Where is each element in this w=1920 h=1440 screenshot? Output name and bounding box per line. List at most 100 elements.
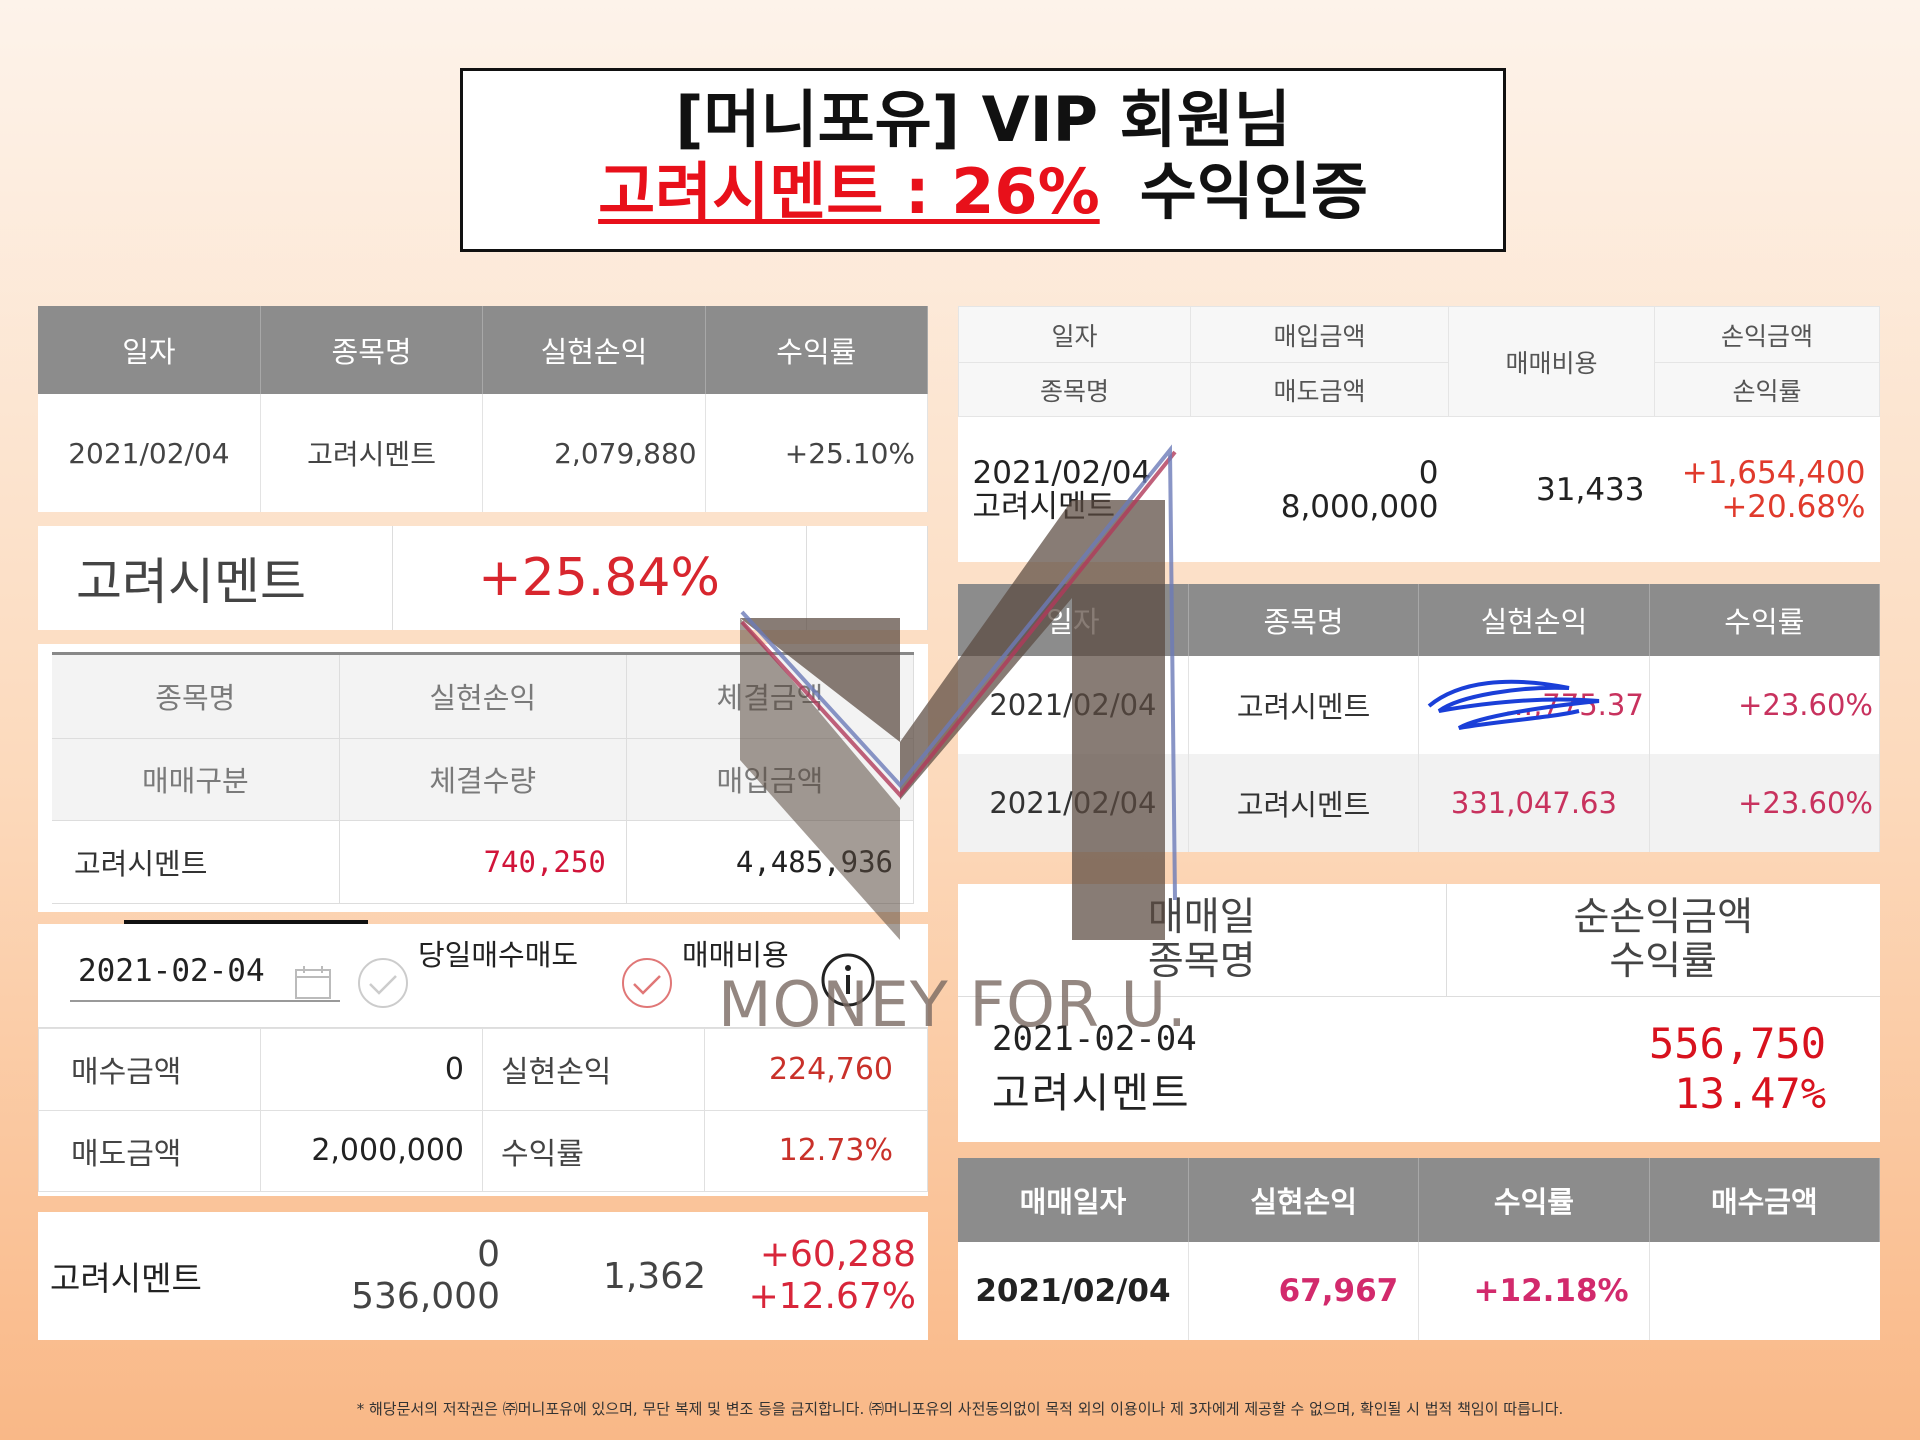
cell-name: 고려시멘트 <box>50 1259 202 1298</box>
table-row[interactable]: 매도금액 2,000,000 수익률 12.73% <box>38 1109 928 1192</box>
cell-amount: 4,485,936 <box>626 820 915 904</box>
table-row[interactable]: 2021/02/04 67,967 +12.18% <box>958 1242 1880 1340</box>
daily-profit-panel: 2021-02-04 당일매수매도 매매비용 매수금액 0 실현손익 <box>38 920 928 1196</box>
profit-table-1: 일자 종목명 실현손익 수익률 2021/02/04 고려시멘트 2,079,8… <box>38 306 929 512</box>
col-profit: 실현손익 <box>1188 1158 1420 1242</box>
cell-buy: 0 <box>1418 454 1439 491</box>
cell-rate: +12.18% <box>1418 1242 1650 1340</box>
col-trade-date: 매매일자 <box>958 1158 1189 1242</box>
col-rate: 수익률 <box>1609 938 1718 984</box>
table-row[interactable]: 2021/02/04 고려시멘트 0 8,000,000 31,433 +1,6… <box>959 417 1880 563</box>
summary-name: 고려시멘트 <box>38 526 393 630</box>
cell-date-name: 2021/02/04 고려시멘트 <box>959 417 1191 563</box>
col-profit: 실현손익 <box>339 653 627 739</box>
cell-sell: 536,000 <box>351 1276 500 1317</box>
title-line1: [머니포유] VIP 회원님 <box>675 83 1291 156</box>
col-buy-amount: 매입금액 <box>1190 306 1449 363</box>
col-profit-rate: 손익률 <box>1654 362 1880 417</box>
trade-summary-row[interactable]: 고려시멘트 0 536,000 1,362 +60,288 +12.67% <box>38 1212 928 1340</box>
col-buy-amount: 매입금액 <box>626 738 915 822</box>
table-row[interactable]: 2021/02/04 고려시멘트 …,775.37 +23.60% <box>958 656 1881 754</box>
cell-profit-redacted: …,775.37 <box>1418 656 1650 754</box>
profit-table-2: 일자 종목명 실현손익 수익률 2021/02/04 고려시멘트 …,775.3… <box>958 584 1881 852</box>
col-buy-amount: 매수금액 <box>1649 1158 1881 1242</box>
col-rate: 수익률 <box>705 306 929 394</box>
cell-date: 2021/02/04 <box>958 1242 1189 1340</box>
redaction-scribble <box>1427 679 1600 730</box>
cell-name: 고려시멘트 <box>992 1069 1191 1118</box>
col-name: 종목명 <box>958 362 1191 417</box>
label-rate: 수익률 <box>482 1109 705 1192</box>
label-sell-amount: 매도금액 <box>38 1109 261 1192</box>
col-profit: 실현손익 <box>482 306 706 394</box>
date-value: 2021-02-04 <box>78 953 265 989</box>
col-date: 매매일 <box>1147 894 1256 940</box>
cell-date-name: 2021-02-04 고려시멘트 <box>958 996 1446 1142</box>
cell-name: 고려시멘트 <box>1188 656 1420 754</box>
value-rate: 12.73% <box>704 1109 928 1192</box>
col-name: 종목명 <box>1188 584 1420 656</box>
cell-fee: 31,433 <box>1536 471 1645 508</box>
cell-buy-sell: 0 536,000 <box>288 1212 500 1340</box>
cell-date: 2021-02-04 <box>992 1019 1197 1060</box>
col-date: 일자 <box>38 306 261 394</box>
title-box: [머니포유] VIP 회원님 고려시멘트 : 26% 수익인증 <box>460 68 1506 252</box>
check-icon[interactable] <box>620 956 674 1010</box>
calendar-icon[interactable] <box>294 964 332 1000</box>
label-profit: 실현손익 <box>482 1028 705 1111</box>
cell-name: 고려시멘트 <box>1188 754 1420 852</box>
cell-profit-rate: +60,288 +12.67% <box>706 1212 928 1340</box>
summary-rate: +25.84% <box>392 526 807 630</box>
checkbox-label-same-day[interactable]: 당일매수매도 <box>418 938 579 972</box>
stock-rate-summary: 고려시멘트 +25.84% <box>38 526 928 630</box>
date-input[interactable]: 2021-02-04 <box>70 944 340 1002</box>
col-fee: 매매비용 <box>1448 306 1655 417</box>
cell-sell: 8,000,000 <box>1280 488 1439 525</box>
col-trade-type: 매매구분 <box>52 738 340 822</box>
value-profit: 224,760 <box>704 1028 928 1111</box>
cell-rate: +25.10% <box>705 394 929 512</box>
info-icon[interactable] <box>818 950 878 1010</box>
cell-name: 고려시멘트 <box>52 820 340 904</box>
title-line2: 고려시멘트 : 26% 수익인증 <box>463 155 1503 229</box>
title-stock-rate: 고려시멘트 : 26% <box>598 155 1100 228</box>
cell-date: 2021/02/04 <box>958 656 1189 754</box>
cell-profit: 556,750 <box>1648 1019 1826 1069</box>
col-profit: 실현손익 <box>1418 584 1650 656</box>
execution-table: 종목명 실현손익 체결금액 매매구분 체결수량 매입금액 고려시멘트 740,2… <box>38 644 928 912</box>
label-buy-amount: 매수금액 <box>38 1028 261 1111</box>
profit-table-3: 매매일자 실현손익 수익률 매수금액 2021/02/04 67,967 +12… <box>958 1158 1881 1340</box>
cell-buy: 0 <box>477 1234 500 1275</box>
checkbox-label-fee[interactable]: 매매비용 <box>682 938 789 972</box>
col-exec-amount: 체결금액 <box>626 653 915 739</box>
cell-profit-rate: 556,750 13.47% <box>1446 996 1880 1142</box>
table-row[interactable]: 2021/02/04 고려시멘트 2,079,880 +25.10% <box>38 394 929 512</box>
cell-rate: +12.67% <box>748 1276 916 1317</box>
value-sell-amount: 2,000,000 <box>260 1109 483 1192</box>
title-proof: 수익인증 <box>1139 155 1368 228</box>
cell-name: 고려시멘트 <box>260 394 484 512</box>
tab-indicator <box>124 920 368 924</box>
col-profit-amount: 손익금액 <box>1654 306 1880 363</box>
col-rate: 수익률 <box>1418 1158 1650 1242</box>
cell-date: 2021/02/04 <box>972 454 1152 491</box>
col-name: 종목명 <box>260 306 484 394</box>
check-icon[interactable] <box>356 956 410 1010</box>
cell-rate: +23.60% <box>1649 656 1881 754</box>
cell-date: 2021/02/04 <box>958 754 1189 852</box>
table-row[interactable]: 고려시멘트 740,250 4,485,936 <box>52 820 915 904</box>
col-net-profit: 순손익금액 <box>1573 894 1753 940</box>
header-profit-rate: 순손익금액 수익률 <box>1446 884 1880 997</box>
cell-fee: 1,362 <box>602 1255 706 1297</box>
col-name: 종목명 <box>52 653 340 739</box>
col-sell-amount: 매도금액 <box>1190 362 1449 417</box>
table-row[interactable]: 매수금액 0 실현손익 224,760 <box>38 1028 928 1111</box>
copyright-footer: * 해당문서의 저작권은 ㈜머니포유에 있으며, 무단 복제 및 변조 등을 금… <box>356 1400 1564 1418</box>
cell-buy-sell: 0 8,000,000 <box>1191 417 1449 563</box>
cell-profit-rate: +1,654,400 +20.68% <box>1655 417 1880 563</box>
cell-rate: +20.68% <box>1721 488 1866 525</box>
table-row[interactable]: 2021-02-04 고려시멘트 556,750 13.47% <box>958 996 1880 1142</box>
table-row[interactable]: 2021/02/04 고려시멘트 331,047.63 +23.60% <box>958 754 1881 852</box>
cell-profit: 2,079,880 <box>482 394 706 512</box>
cell-profit: 67,967 <box>1188 1242 1420 1340</box>
